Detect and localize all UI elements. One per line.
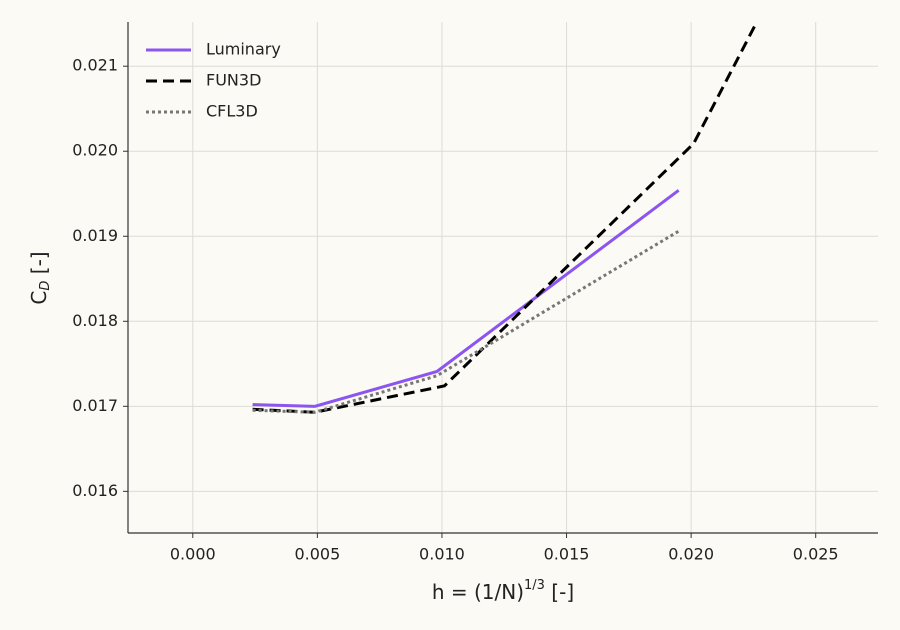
- y-label-part: [-]: [27, 251, 51, 280]
- plot-area: [252, 23, 758, 414]
- x-tick-label: 0.015: [544, 545, 590, 564]
- x-tick-label: 0.010: [419, 545, 465, 564]
- legend-label: FUN3D: [206, 71, 261, 90]
- y-tick-label: 0.017: [72, 396, 118, 415]
- x-tick-label: 0.000: [170, 545, 216, 564]
- y-axis-label: CD [-]: [27, 251, 53, 304]
- y-tick-label: 0.016: [72, 481, 118, 500]
- y-label-sub: D: [38, 281, 53, 291]
- x-axis-label: h = (1/N)1/3 [-]: [432, 578, 574, 604]
- x-tick-label: 0.005: [294, 545, 340, 564]
- y-tick-label: 0.019: [72, 226, 118, 245]
- x-tick-label: 0.020: [668, 545, 714, 564]
- legend-label: Luminary: [206, 40, 281, 59]
- series-line: [252, 23, 758, 414]
- y-tick-label: 0.021: [72, 56, 118, 75]
- x-tick-label: 0.025: [793, 545, 839, 564]
- x-label-part: [-]: [545, 580, 574, 604]
- y-label-part: C: [27, 291, 51, 305]
- y-tick-label: 0.020: [72, 141, 118, 160]
- legend-label: CFL3D: [206, 102, 258, 121]
- series-line: [252, 189, 680, 408]
- y-tick-label: 0.018: [72, 311, 118, 330]
- x-label-part: h = (1/N): [432, 580, 524, 604]
- series-line: [252, 229, 680, 414]
- x-label-sup: 1/3: [524, 578, 545, 593]
